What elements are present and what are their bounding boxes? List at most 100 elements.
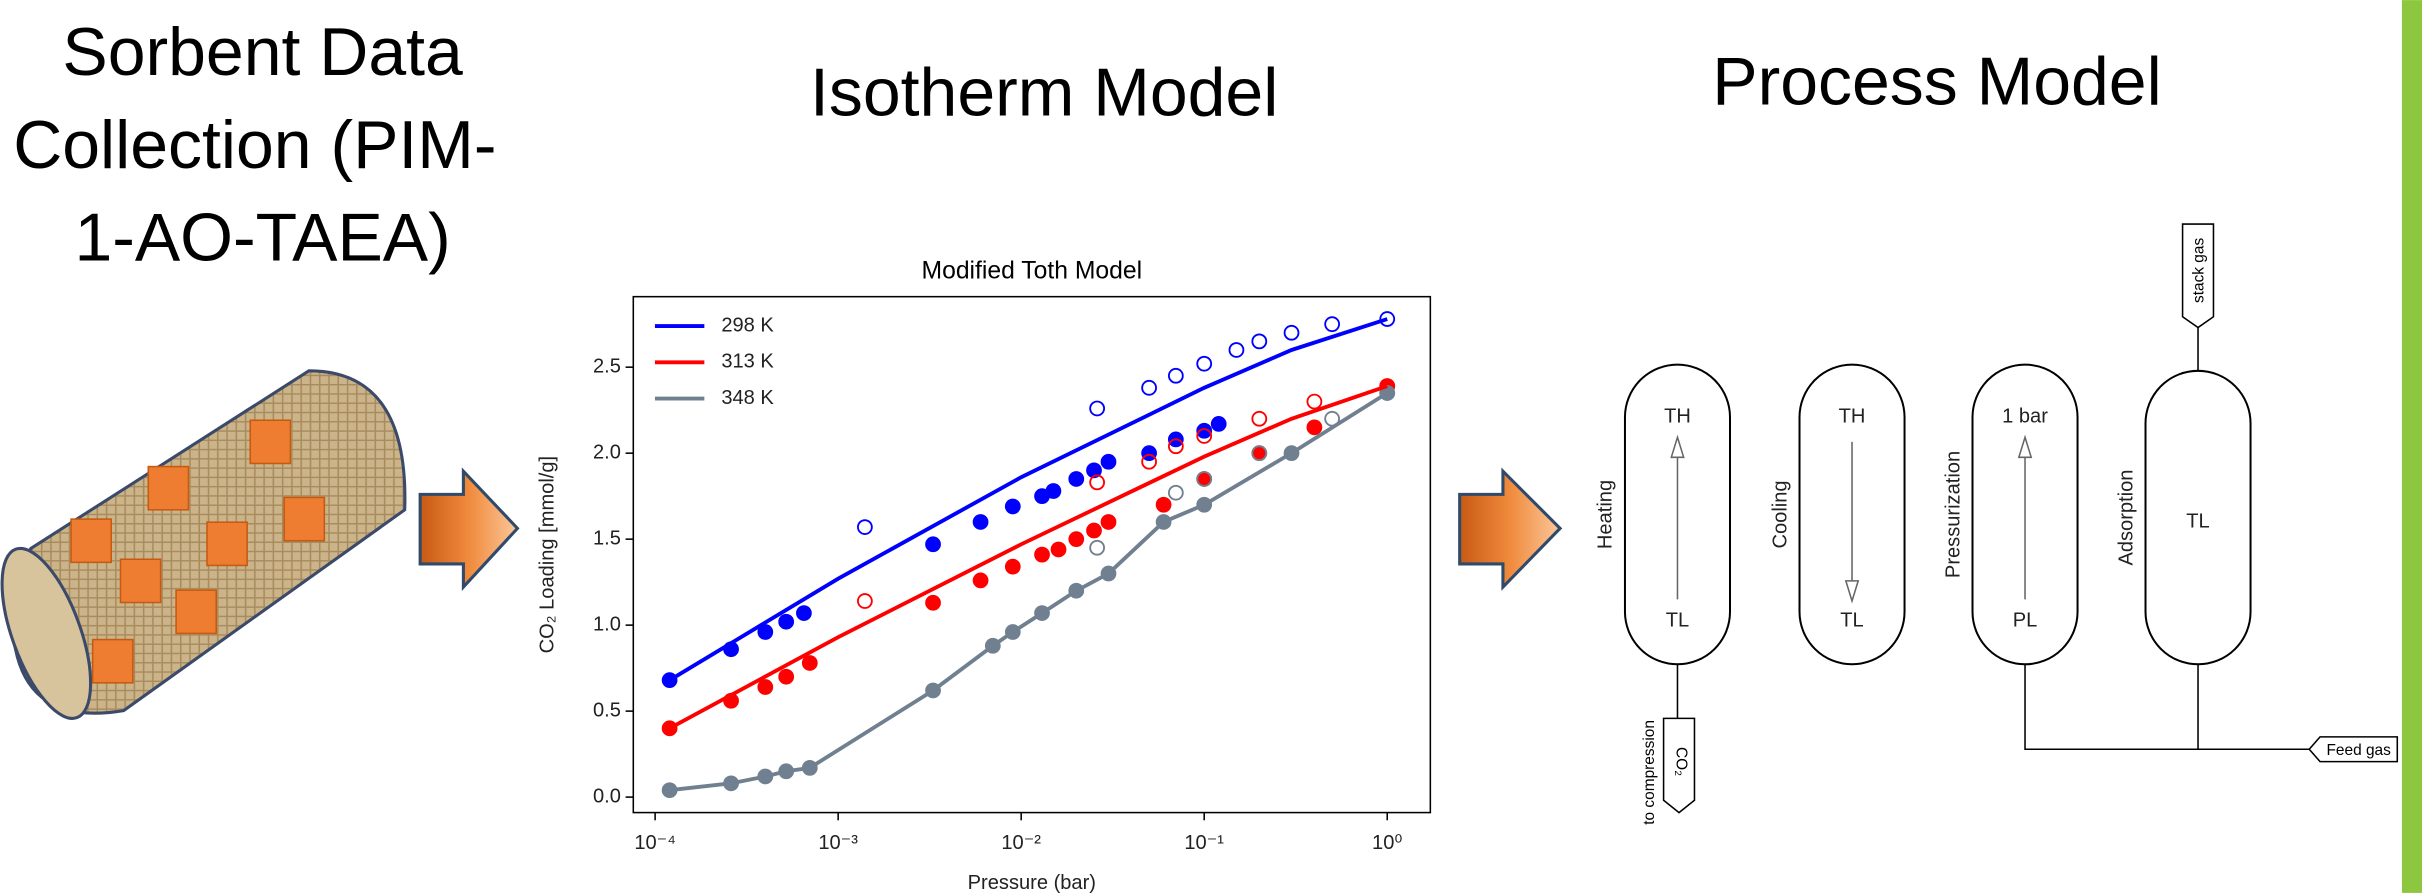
- data-point: [1306, 393, 1323, 410]
- flow-arrow: [1458, 467, 1563, 591]
- y-tick-label: 2.0: [593, 441, 621, 463]
- step-label: Cooling: [1769, 480, 1791, 548]
- model-line: [669, 391, 1389, 793]
- data-point: [1100, 453, 1117, 470]
- data-point: [1100, 514, 1117, 530]
- data-point: [1086, 462, 1102, 479]
- flow-arrow: [418, 467, 520, 592]
- data-point: [1167, 438, 1184, 455]
- data-point: [1324, 316, 1341, 333]
- vessel: [1798, 363, 1906, 666]
- data-point: [1141, 379, 1157, 396]
- vessel-top: TH: [1664, 405, 1691, 427]
- accent-bar: [2401, 0, 2422, 893]
- data-point: [778, 668, 795, 685]
- data-point: [1155, 496, 1172, 513]
- arrow-head: [1670, 434, 1685, 459]
- data-point: [1167, 367, 1184, 384]
- data-point: [757, 679, 774, 695]
- data-point: [1089, 539, 1106, 556]
- data-point: [1251, 445, 1268, 462]
- data-point: [1068, 471, 1085, 487]
- data-point: [972, 514, 989, 530]
- arrow-head: [2017, 434, 2033, 459]
- data-point: [1379, 311, 1396, 327]
- compression-label: to compression: [1641, 720, 1658, 825]
- data-point: [1050, 541, 1067, 558]
- data-point: [857, 519, 873, 535]
- arrow-head: [1844, 580, 1860, 604]
- data-point: [1306, 419, 1323, 436]
- data-point: [796, 605, 812, 621]
- data-point: [1141, 453, 1157, 470]
- vessel-top: TH: [1839, 405, 1866, 427]
- stack-label: stack gas: [2191, 238, 2208, 303]
- data-point: [857, 593, 873, 609]
- step-label: Heating: [1595, 480, 1617, 549]
- tag: [2181, 223, 2215, 329]
- step-label: Pressurization: [1942, 451, 1964, 578]
- data-point: [1210, 416, 1227, 432]
- data-point: [1251, 333, 1268, 350]
- data-point: [1034, 546, 1050, 563]
- tag: [1662, 717, 1696, 814]
- data-point: [1068, 531, 1085, 548]
- data-point: [1004, 558, 1021, 575]
- vessel-bottom: PL: [2013, 609, 2038, 631]
- data-point: [1086, 522, 1102, 539]
- y-axis-label: CO₂ Loading [mmol/g]: [537, 456, 559, 654]
- legend-label: 313 K: [721, 351, 774, 373]
- isotherm-chart: Modified Toth Model Pressure (bar) CO₂ Loa…: [537, 257, 1432, 893]
- x-tick-label: 10⁻³: [818, 832, 858, 854]
- data-point: [1089, 474, 1106, 491]
- data-point: [925, 594, 941, 611]
- plot-frame: [632, 295, 1432, 814]
- heading: Collection (PIM-: [13, 107, 496, 183]
- data-point: [1196, 471, 1213, 487]
- sorbent-illustration: [0, 369, 407, 720]
- heading: 1-AO-TAEA): [74, 200, 450, 276]
- y-tick-label: 2.5: [593, 355, 621, 377]
- vessel-top: 1 bar: [2002, 405, 2048, 427]
- vessel: [1971, 363, 2079, 666]
- product-label: CO₂: [1672, 747, 1689, 776]
- data-point: [1379, 385, 1396, 401]
- y-tick-label: 1.5: [593, 527, 621, 549]
- x-tick-label: 10⁻¹: [1184, 832, 1224, 854]
- data-point: [1196, 428, 1213, 444]
- data-point: [778, 613, 795, 630]
- legend-label: 298 K: [721, 314, 774, 336]
- data-point: [1004, 498, 1021, 515]
- data-point: [1089, 400, 1106, 417]
- legend-label: 348 K: [721, 387, 774, 409]
- data-point: [972, 572, 989, 589]
- x-tick-label: 10⁻²: [1001, 832, 1041, 854]
- tag: [2308, 736, 2399, 763]
- heading: Isotherm Model: [810, 54, 1278, 130]
- heading: Process Model: [1712, 44, 2161, 120]
- pipe: [1676, 316, 2310, 751]
- data-point: [1196, 422, 1213, 439]
- data-point: [925, 536, 941, 553]
- step-label: Adsorption: [2115, 470, 2137, 566]
- data-point: [1228, 342, 1245, 358]
- x-tick-label: 10⁰: [1372, 832, 1402, 854]
- process-diagram: Heating TH TL Cooling TH TL Pressurization 1 ba…: [1595, 223, 2399, 825]
- feed-label: Feed gas: [2326, 742, 2391, 759]
- data-point: [1167, 484, 1184, 501]
- model-line: [668, 384, 1388, 731]
- y-tick-label: 1.0: [593, 613, 621, 635]
- y-tick-label: 0.5: [593, 699, 621, 721]
- x-tick-label: 10⁻⁴: [634, 832, 676, 854]
- model-line: [668, 317, 1388, 682]
- data-point: [757, 624, 774, 640]
- vessel-bottom: TL: [1666, 609, 1689, 631]
- y-tick-label: 0.0: [593, 785, 621, 807]
- vessel-middle: TL: [2186, 510, 2209, 532]
- data-point: [1045, 483, 1062, 499]
- data-point: [1251, 410, 1268, 427]
- chart-title: Modified Toth Model: [922, 257, 1143, 284]
- data-point: [801, 655, 818, 671]
- heading: Sorbent Data: [62, 14, 463, 90]
